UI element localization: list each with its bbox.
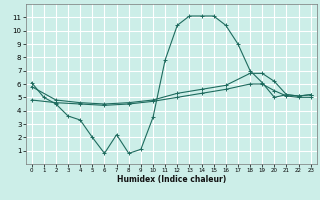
- X-axis label: Humidex (Indice chaleur): Humidex (Indice chaleur): [116, 175, 226, 184]
